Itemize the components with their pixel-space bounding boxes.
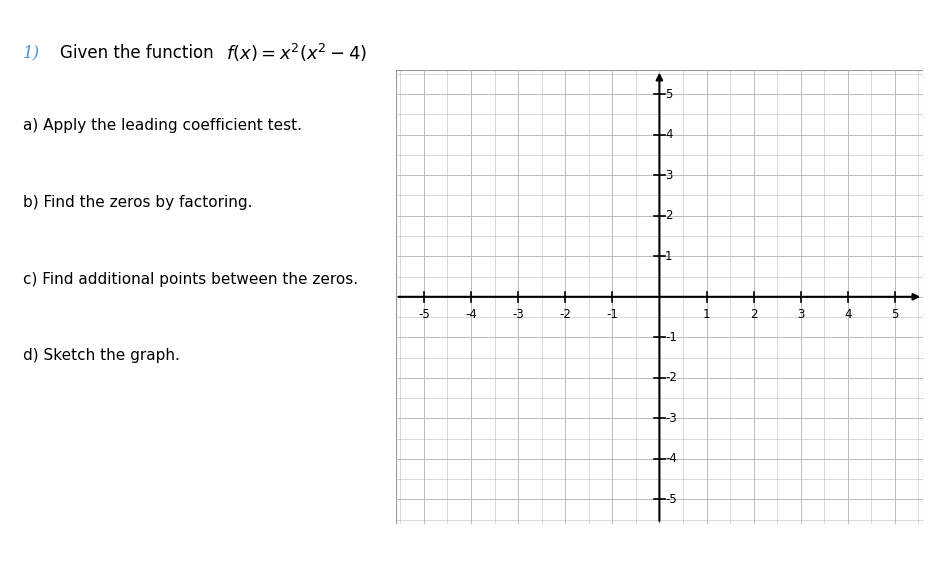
Text: b) Find the zeros by factoring.: b) Find the zeros by factoring.: [23, 195, 252, 210]
Text: 1): 1): [23, 44, 40, 61]
Text: a) Apply the leading coefficient test.: a) Apply the leading coefficient test.: [23, 118, 301, 133]
Text: -3: -3: [665, 412, 676, 425]
Text: 5: 5: [665, 88, 673, 101]
Text: 4: 4: [844, 308, 852, 321]
Text: -2: -2: [665, 371, 677, 384]
Text: -1: -1: [665, 331, 677, 344]
Text: d) Sketch the graph.: d) Sketch the graph.: [23, 348, 180, 363]
Text: 2: 2: [750, 308, 757, 321]
Text: 3: 3: [665, 169, 673, 182]
Text: Given the function: Given the function: [60, 44, 214, 62]
Text: -5: -5: [665, 493, 676, 506]
Text: 4: 4: [665, 128, 673, 141]
Text: $f(x)=x^2(x^2-4)$: $f(x)=x^2(x^2-4)$: [226, 41, 367, 63]
Text: -4: -4: [465, 308, 477, 321]
Text: c) Find additional points between the zeros.: c) Find additional points between the ze…: [23, 271, 358, 286]
Text: -5: -5: [418, 308, 430, 321]
Text: -3: -3: [512, 308, 524, 321]
Text: 3: 3: [797, 308, 804, 321]
Text: 1: 1: [703, 308, 710, 321]
Text: 1: 1: [665, 250, 673, 263]
Text: 2: 2: [665, 210, 673, 222]
Text: -4: -4: [665, 452, 677, 466]
Text: 5: 5: [891, 308, 899, 321]
Text: -2: -2: [560, 308, 571, 321]
Text: -1: -1: [607, 308, 618, 321]
